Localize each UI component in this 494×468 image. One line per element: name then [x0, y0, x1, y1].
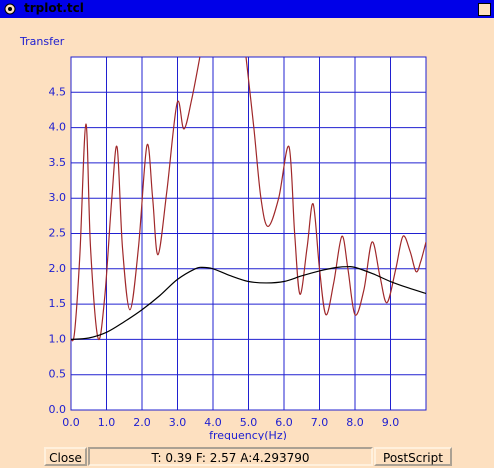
- status-field: T: 0.39 F: 2.57 A:4.293790: [88, 447, 373, 466]
- x-tick-label: 9.0: [382, 416, 400, 429]
- x-tick-label: 4.0: [204, 416, 222, 429]
- y-tick-label: 4.0: [49, 121, 67, 134]
- x-tick-label: 6.0: [275, 416, 293, 429]
- y-tick-label: 2.0: [49, 262, 67, 275]
- x-axis-label: frequency(Hz): [209, 429, 287, 440]
- chart: Transfer frequency(Hz) 0.0 0.5 1.0 1.5 2.0 2.…: [19, 35, 427, 440]
- y-axis-label: Transfer: [19, 35, 65, 48]
- y-tick-label: 0.5: [49, 368, 67, 381]
- y-tick-label: 2.5: [49, 227, 67, 240]
- x-tick-label: 0.0: [62, 416, 80, 429]
- x-tick-label: 5.0: [240, 416, 258, 429]
- x-tick-label: 7.0: [311, 416, 329, 429]
- postscript-button[interactable]: PostScript: [374, 447, 452, 466]
- y-tick-label: 0.0: [49, 403, 67, 416]
- close-button[interactable]: Close: [44, 447, 87, 466]
- series-line: [71, 265, 426, 340]
- x-tick-label: 8.0: [346, 416, 364, 429]
- window-title: trplot.tcl: [24, 1, 84, 15]
- x-tick-label: 1.0: [98, 416, 116, 429]
- x-tick-label: 2.0: [133, 416, 151, 429]
- y-tick-label: 3.5: [49, 156, 67, 169]
- y-tick-label: 3.0: [49, 191, 67, 204]
- y-tick-label: 1.5: [49, 297, 67, 310]
- title-bar: trplot.tcl: [0, 0, 494, 18]
- y-tick-label: 1.0: [49, 332, 67, 345]
- series-line: [71, 57, 426, 342]
- window-menu-icon[interactable]: [2, 0, 20, 18]
- x-tick-label: 3.0: [169, 416, 187, 429]
- y-tick-label: 4.5: [49, 85, 67, 98]
- window-maximize[interactable]: [478, 3, 491, 16]
